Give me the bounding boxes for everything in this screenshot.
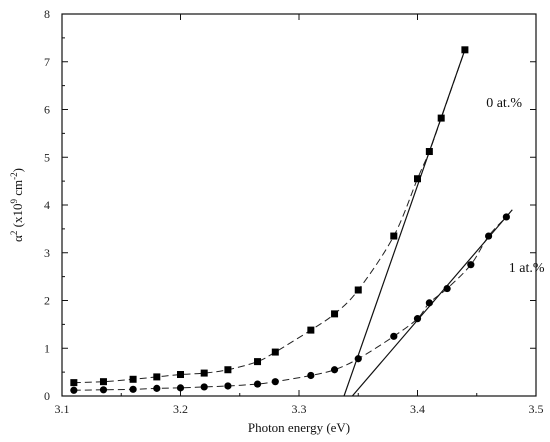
- x-tick-label-0: 3.1: [55, 402, 70, 416]
- y-tick-label-4: 4: [44, 198, 50, 212]
- y-axis-title-part: (x10: [10, 204, 25, 231]
- y-tick-label-7: 7: [44, 55, 50, 69]
- plot-frame: [61, 13, 537, 397]
- square-marker-point: [271, 348, 279, 356]
- y-axis-title-superscript: -2: [9, 172, 19, 180]
- circle-marker-point: [153, 384, 161, 392]
- circle-marker-point: [443, 284, 451, 293]
- y-axis-title-part: cm: [10, 180, 25, 199]
- circle-marker-point: [425, 299, 433, 307]
- circle-marker-point: [413, 315, 422, 323]
- circle-marker-point: [99, 386, 108, 394]
- y-axis-title-superscript: 9: [9, 199, 19, 204]
- x-tick-label-1: 3.2: [173, 402, 188, 416]
- x-tick-label-4: 3.5: [529, 402, 544, 416]
- trend-curve-series-1: [73, 216, 507, 391]
- circle-marker-point: [467, 261, 475, 269]
- circle-marker-point: [253, 380, 262, 388]
- y-tick-label-1: 1: [44, 341, 50, 355]
- square-marker-point: [200, 369, 208, 377]
- y-tick-label-0: 0: [44, 389, 50, 403]
- square-marker-point: [437, 114, 445, 122]
- circle-marker-point: [200, 383, 208, 391]
- fit-line-0: [343, 49, 466, 397]
- circle-marker-point: [502, 213, 510, 221]
- square-marker-point: [354, 286, 362, 294]
- square-marker-point: [461, 46, 469, 54]
- data-markers: [70, 46, 510, 394]
- square-marker-point: [414, 175, 421, 183]
- circle-marker-point: [271, 378, 279, 386]
- square-marker-point: [70, 379, 78, 387]
- square-marker-point: [254, 358, 262, 366]
- y-tick-label-8: 8: [44, 7, 50, 21]
- y-axis-title-superscript: 2: [9, 231, 19, 236]
- series-label-0: 0 at.%: [486, 96, 522, 111]
- circle-marker-point: [70, 386, 78, 394]
- square-marker-point: [153, 373, 161, 381]
- square-marker-point: [425, 148, 433, 156]
- chart-labels: 0 at.% 1 at.%: [486, 96, 545, 276]
- square-marker-point: [129, 375, 137, 383]
- circle-marker-point: [129, 385, 137, 393]
- square-marker-point: [99, 378, 107, 386]
- circle-marker-point: [330, 366, 339, 374]
- square-marker-point: [331, 310, 339, 318]
- y-tick-label-2: 2: [44, 294, 50, 308]
- y-tick-label-3: 3: [44, 246, 50, 260]
- circle-marker-point: [307, 371, 315, 380]
- circle-marker-point: [176, 384, 185, 392]
- square-marker-point: [224, 366, 232, 374]
- x-tick-label-3: 3.4: [410, 402, 425, 416]
- axes: 3.1 3.2 3.3 3.4 3.5 0 1 2 3 4 5 6 7 8 Photon energy (e…: [9, 7, 544, 435]
- circle-marker-point: [224, 382, 232, 390]
- x-tick-label-2: 3.3: [292, 402, 307, 416]
- trend-curve-series-0: [73, 49, 466, 384]
- y-axis-title: α2 (x109 cm-2): [9, 168, 25, 242]
- y-tick-label-6: 6: [44, 103, 50, 117]
- series-label-1: 1 at.%: [509, 261, 545, 276]
- dashed-trend-curves: [73, 49, 507, 391]
- y-axis-title-part: α: [10, 235, 25, 242]
- square-marker-point: [307, 326, 315, 334]
- square-marker-point: [177, 371, 184, 379]
- y-axis-title-part: ): [10, 168, 25, 172]
- y-tick-label-5: 5: [44, 150, 50, 164]
- circle-marker-point: [390, 332, 398, 340]
- x-axis-title: Photon energy (eV): [248, 420, 350, 435]
- square-marker-point: [390, 232, 398, 240]
- circle-marker-point: [354, 355, 362, 363]
- circle-marker-point: [485, 232, 493, 240]
